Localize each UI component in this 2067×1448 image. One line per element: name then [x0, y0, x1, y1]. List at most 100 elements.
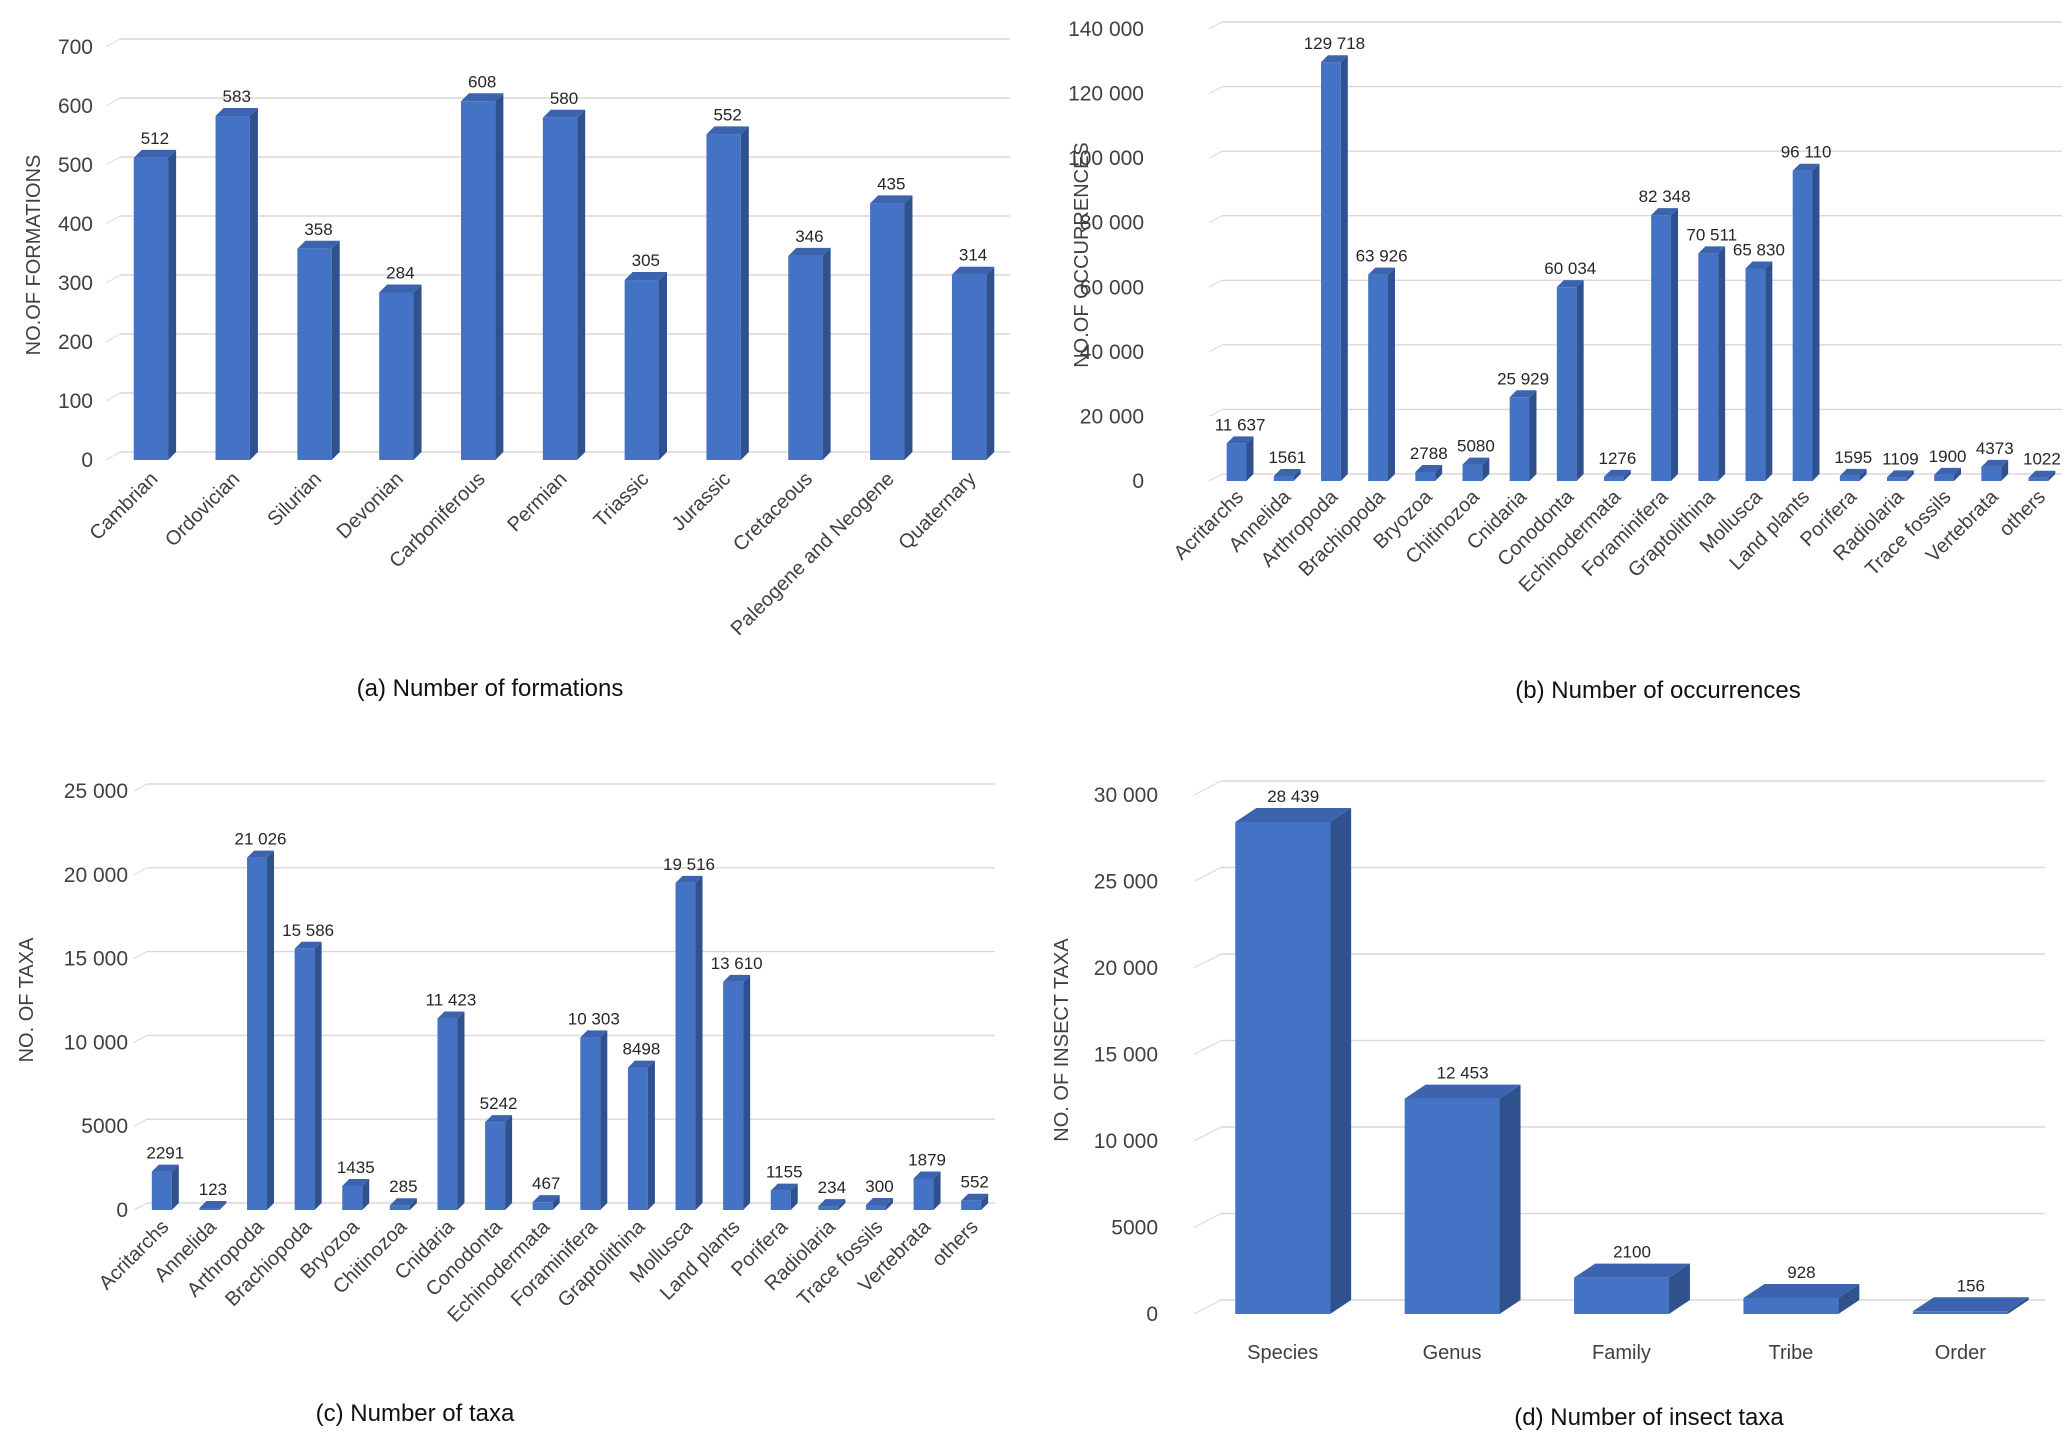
bar-front: [1912, 1311, 2008, 1314]
y-tick-label: 200: [58, 331, 93, 354]
bar-side: [314, 941, 322, 1210]
bar-front: [1462, 464, 1483, 481]
bar-top: [1321, 55, 1348, 63]
gridline-depth: [1208, 279, 1223, 288]
bar-side: [1906, 470, 1914, 481]
bar-top: [706, 126, 749, 135]
x-tick-label: Quaternary: [894, 468, 980, 554]
y-tick-label: 30 000: [1094, 784, 1158, 807]
bar-side: [600, 1030, 608, 1210]
bar-top: [1235, 808, 1352, 823]
bar-side: [838, 1199, 846, 1210]
gridline-depth: [1193, 1126, 1222, 1142]
bar-top: [818, 1199, 846, 1207]
bar-top: [951, 266, 995, 275]
y-tick-label: 0: [1132, 470, 1144, 493]
bar-front: [542, 117, 578, 461]
data-label: 11 637: [1215, 415, 1266, 434]
bar-top: [870, 195, 913, 204]
data-label: 21 026: [235, 830, 287, 849]
bar: [865, 1197, 893, 1210]
gridline-depth: [1193, 1213, 1222, 1228]
bar: [1556, 280, 1584, 481]
bar-front: [1887, 477, 1907, 481]
gridline-depth: [105, 38, 121, 48]
data-label: 82 348: [1639, 187, 1691, 206]
bar-side: [577, 109, 586, 461]
y-axis-title: NO.OF OCCURRENCES: [1071, 142, 1093, 368]
bar-side: [168, 149, 177, 461]
bar-front: [1404, 1098, 1500, 1314]
data-label: 2291: [146, 1144, 184, 1163]
bar-front: [1235, 822, 1331, 1314]
bar: [1321, 55, 1348, 482]
bar: [1235, 808, 1352, 1314]
data-label: 1022: [2023, 450, 2061, 469]
bar-top: [913, 1171, 941, 1179]
caption-b: (b) Number of occurrences: [1515, 677, 1800, 704]
data-label: 1900: [1929, 447, 1967, 466]
bar-top: [215, 108, 258, 117]
data-label: 123: [199, 1180, 227, 1199]
bar-front: [1934, 474, 1954, 481]
caption-a: (a) Number of formations: [357, 675, 624, 702]
y-tick-label: 120 000: [1068, 83, 1144, 106]
bar-top: [1273, 468, 1301, 476]
y-tick-label: 700: [58, 36, 93, 59]
bar-side: [981, 1193, 989, 1210]
y-tick-label: 80 000: [1080, 212, 1144, 235]
x-tick-label: Silurian: [263, 468, 326, 531]
gridline-depth: [105, 451, 121, 461]
gridline-depth: [105, 333, 121, 343]
data-label: 2788: [1410, 444, 1448, 463]
bar-top: [1745, 261, 1773, 269]
gridline-depth: [105, 274, 121, 284]
bar: [706, 126, 749, 460]
bar-side: [2007, 1297, 2029, 1314]
bar-front: [294, 948, 315, 1210]
data-label: 13 610: [711, 954, 763, 973]
bar: [297, 240, 340, 460]
caption-d: (d) Number of insect taxa: [1514, 1404, 1784, 1431]
bar-top: [133, 149, 177, 158]
data-label: 19 516: [663, 855, 715, 874]
gridline-depth: [1208, 215, 1223, 224]
bar-side: [2048, 470, 2056, 481]
y-tick-label: 400: [58, 213, 93, 236]
bar-side: [267, 850, 275, 1210]
bar-side: [1623, 469, 1631, 481]
gridline-depth: [1208, 473, 1223, 482]
y-tick-label: 0: [81, 449, 93, 472]
bar-top: [1462, 457, 1490, 465]
bar-top: [294, 941, 322, 949]
gridline-depth: [1193, 953, 1222, 969]
bar: [1743, 1283, 1860, 1314]
gridline-depth: [1208, 408, 1223, 417]
y-tick-label: 500: [58, 154, 93, 177]
y-tick-label: 60 000: [1080, 276, 1144, 299]
y-tick-label: 20 000: [1094, 957, 1158, 980]
bar-front: [437, 1018, 458, 1210]
bar-front: [215, 116, 250, 460]
y-tick-label: 300: [58, 272, 93, 295]
bar: [1404, 1084, 1521, 1314]
data-label: 580: [550, 89, 578, 108]
data-label: 928: [1787, 1263, 1815, 1282]
bar-front: [580, 1037, 601, 1210]
bar-top: [151, 1164, 179, 1172]
gridline-depth: [1208, 344, 1223, 353]
bar-front: [1556, 287, 1577, 481]
data-label: 1879: [908, 1151, 946, 1170]
bar-top: [1404, 1084, 1521, 1099]
bar-side: [740, 126, 749, 460]
bar: [580, 1030, 608, 1210]
bar: [1651, 208, 1678, 481]
bar: [247, 850, 275, 1210]
x-tick-label: Devonian: [333, 468, 408, 543]
bar-front: [818, 1206, 839, 1210]
y-tick-label: 5000: [1111, 1217, 1158, 1240]
gridline-depth: [1193, 780, 1222, 796]
bar-front: [706, 134, 741, 460]
y-tick-label: 140 000: [1068, 18, 1144, 41]
bar-top: [461, 93, 504, 102]
